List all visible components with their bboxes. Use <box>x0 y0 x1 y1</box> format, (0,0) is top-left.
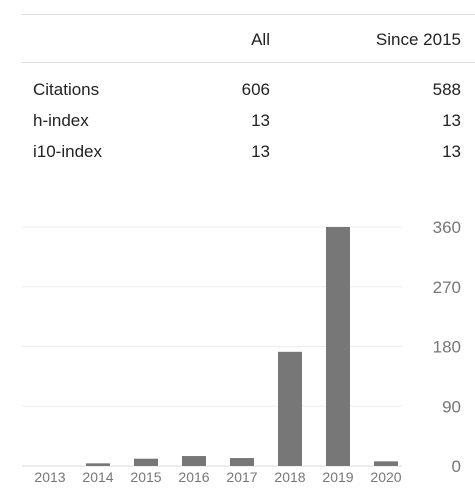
stats-row-i10-index: i10-index 13 13 <box>22 138 475 169</box>
row-label: h-index <box>33 111 89 130</box>
bar-2020[interactable] <box>374 461 398 466</box>
row-value-all: 13 <box>251 111 270 130</box>
row-label: i10-index <box>33 142 102 161</box>
x-tick-label: 2019 <box>322 469 353 485</box>
y-tick-label: 90 <box>442 397 461 416</box>
bar-2014[interactable] <box>86 463 110 466</box>
stats-header-row: All Since 2015 <box>22 14 475 63</box>
y-tick-label: 180 <box>433 338 461 357</box>
y-tick-label: 0 <box>452 457 461 476</box>
bar-2019[interactable] <box>326 227 350 466</box>
row-value-all: 13 <box>251 142 270 161</box>
row-value-all: 606 <box>241 80 270 99</box>
chart-bars <box>86 227 398 466</box>
x-tick-label: 2014 <box>82 469 113 485</box>
x-tick-label: 2015 <box>130 469 161 485</box>
row-value-since: 13 <box>442 142 461 161</box>
row-value-since: 13 <box>442 111 461 130</box>
stats-row-h-index: h-index 13 13 <box>22 107 475 138</box>
x-tick-label: 2018 <box>274 469 305 485</box>
bar-2017[interactable] <box>230 458 254 466</box>
bar-2015[interactable] <box>134 458 158 466</box>
column-header-all: All <box>251 30 270 49</box>
bar-2016[interactable] <box>182 456 206 466</box>
row-label: Citations <box>33 80 100 99</box>
x-tick-label: 2013 <box>34 469 65 485</box>
stats-row-citations: Citations 606 588 <box>22 76 475 107</box>
x-axis-ticks: 2013 2014 2015 2016 2017 2018 2019 2020 <box>34 469 401 485</box>
y-tick-label: 270 <box>433 278 461 297</box>
x-tick-label: 2020 <box>370 469 401 485</box>
row-value-since: 588 <box>432 80 461 99</box>
x-tick-label: 2016 <box>178 469 209 485</box>
y-tick-label: 360 <box>433 218 461 237</box>
column-header-since-2015: Since 2015 <box>375 30 461 49</box>
bar-2018[interactable] <box>278 351 302 466</box>
y-axis-ticks: 0 90 180 270 360 <box>433 218 461 476</box>
x-tick-label: 2017 <box>226 469 257 485</box>
citation-stats-table: All Since 2015 Citations 606 588 h-index… <box>22 14 475 161</box>
